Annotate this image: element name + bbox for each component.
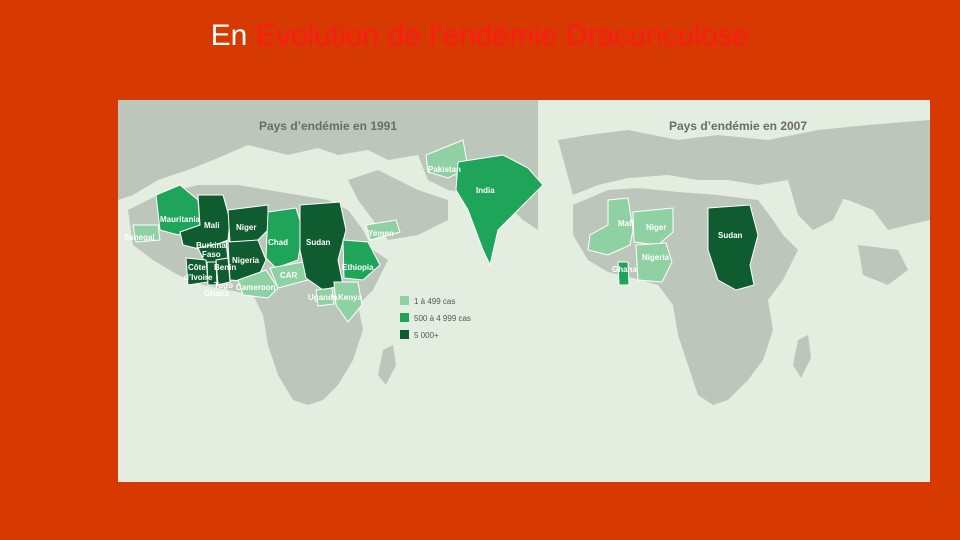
label-mali-1991: Mali	[204, 221, 220, 230]
label-nigeria-2007: Nigeria	[642, 253, 670, 262]
label-togo-1991: Togo	[214, 281, 233, 290]
label-india-1991: India	[476, 186, 495, 195]
map-2007-labels: Mali Niger Nigeria Ghana Sudan	[612, 219, 743, 274]
country-ghana-1991	[206, 261, 218, 286]
country-niger-1991	[227, 204, 269, 246]
label-kenya-1991: Kenya	[338, 293, 363, 302]
country-senegal-1991	[132, 224, 161, 243]
label-cote-1991: Côte	[188, 263, 206, 272]
country-uganda-1991	[315, 287, 335, 307]
map-svg: Pays d’endémie en 1991 Pays d’endémie en…	[118, 100, 930, 405]
label-pakistan-1991: Pakistan	[428, 165, 461, 174]
label-niger-2007: Niger	[646, 223, 666, 232]
map-2007-title: Pays d’endémie en 2007	[669, 119, 807, 133]
country-cameroon-1991	[237, 269, 279, 299]
label-sudan-1991: Sudan	[306, 238, 331, 247]
country-ghana-2007	[617, 261, 630, 286]
label-mauritania-1991: Mauritania	[160, 215, 201, 224]
label-uganda-1991: Uganda	[308, 293, 338, 302]
slide-title-prefix: En	[210, 19, 248, 52]
map-1991-title: Pays d’endémie en 1991	[259, 119, 397, 133]
country-india-1991	[455, 154, 544, 267]
map-1991-labels: Senegal Mauritania Mali Niger Burkina Fa…	[124, 165, 495, 302]
legend: 1 à 499 cas 500 à 4 999 cas 5 000+	[400, 296, 471, 340]
label-sudan-2007: Sudan	[718, 231, 743, 240]
country-togo-benin-1991	[215, 257, 231, 286]
label-ghana-2007: Ghana	[612, 265, 637, 274]
label-chad-1991: Chad	[268, 238, 288, 247]
label-ivoire-1991: d’Ivoire	[184, 273, 213, 282]
legend-label-1: 1 à 499 cas	[414, 297, 455, 306]
slide-title: En Evolution de l’endémie Dracunculose	[0, 16, 960, 56]
legend-swatch-3	[400, 330, 409, 339]
country-chad-1991	[265, 207, 304, 269]
label-mali-2007: Mali	[618, 219, 634, 228]
label-yemen-1991: Yemen	[368, 229, 394, 238]
label-senegal-1991: Senegal	[124, 233, 155, 242]
country-nigeria-2007	[635, 242, 673, 283]
country-kenya-1991	[333, 281, 363, 323]
country-mali-2007	[587, 197, 634, 256]
label-ghana-1991: Ghana	[204, 289, 229, 298]
label-niger-1991: Niger	[236, 223, 256, 232]
label-burkina-1991: Burkina	[196, 241, 226, 250]
legend-label-3: 5 000+	[414, 331, 439, 340]
legend-swatch-2	[400, 313, 409, 322]
label-car-1991: CAR	[280, 271, 298, 280]
label-ethiopia-1991: Ethiopia	[342, 263, 374, 272]
country-sudan-2007	[707, 204, 759, 291]
country-yemen-1991	[365, 219, 401, 241]
map-1991-countries	[132, 139, 544, 323]
slide-title-main: Evolution de l’endémie Dracunculose	[255, 19, 750, 52]
label-nigeria-1991: Nigeria	[232, 256, 260, 265]
label-benin-1991: Benin	[214, 263, 236, 272]
country-niger-2007	[632, 207, 674, 246]
map-2007-countries	[587, 197, 759, 291]
label-faso-1991: Faso	[202, 250, 221, 259]
legend-swatch-1	[400, 296, 409, 305]
legend-label-2: 500 à 4 999 cas	[414, 314, 471, 323]
map-figure: Pays d’endémie en 1991 Pays d’endémie en…	[118, 100, 930, 482]
label-cameroon-1991: Cameroon	[236, 283, 276, 292]
country-ethiopia-1991	[342, 239, 381, 281]
country-nigeria-1991	[227, 239, 267, 283]
